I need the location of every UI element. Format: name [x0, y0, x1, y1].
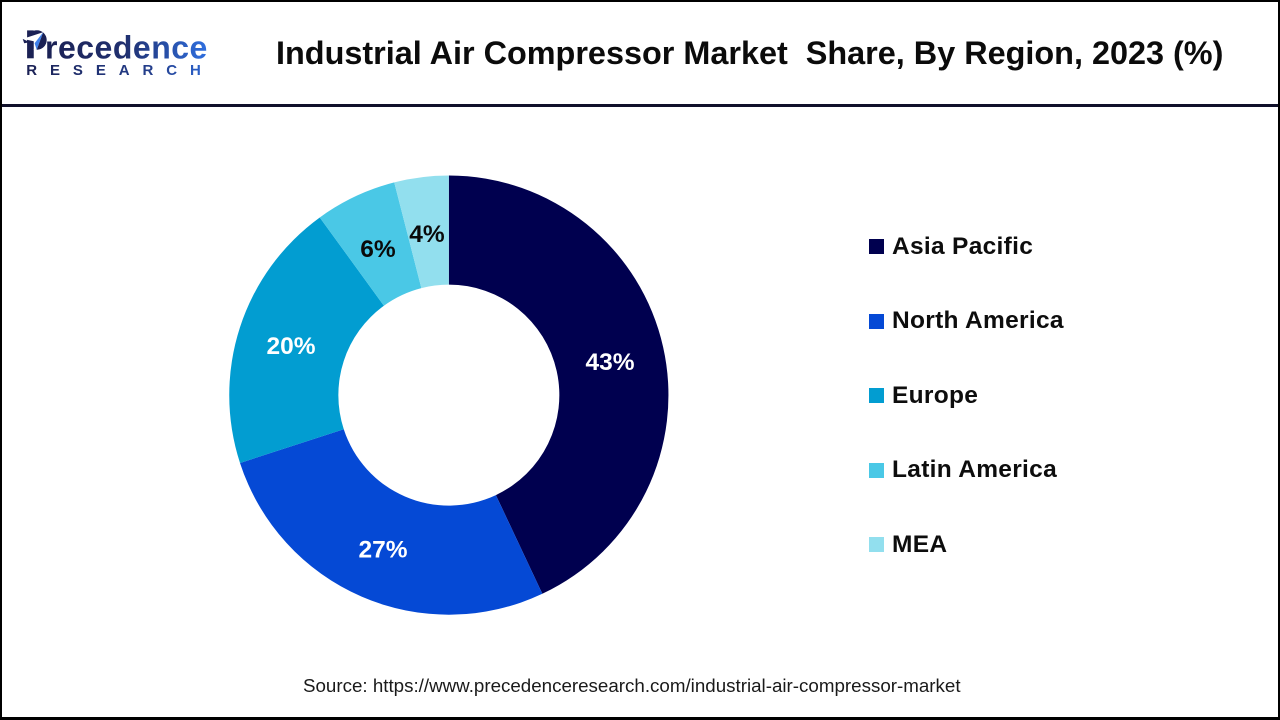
- svg-text:RESEARCH: RESEARCH: [26, 62, 213, 79]
- svg-text:6%: 6%: [360, 236, 396, 263]
- svg-text:20%: 20%: [266, 333, 315, 360]
- svg-text:4%: 4%: [409, 221, 445, 248]
- svg-text:43%: 43%: [585, 349, 634, 376]
- svg-text:recedence: recedence: [45, 30, 208, 66]
- svg-text:27%: 27%: [358, 537, 407, 564]
